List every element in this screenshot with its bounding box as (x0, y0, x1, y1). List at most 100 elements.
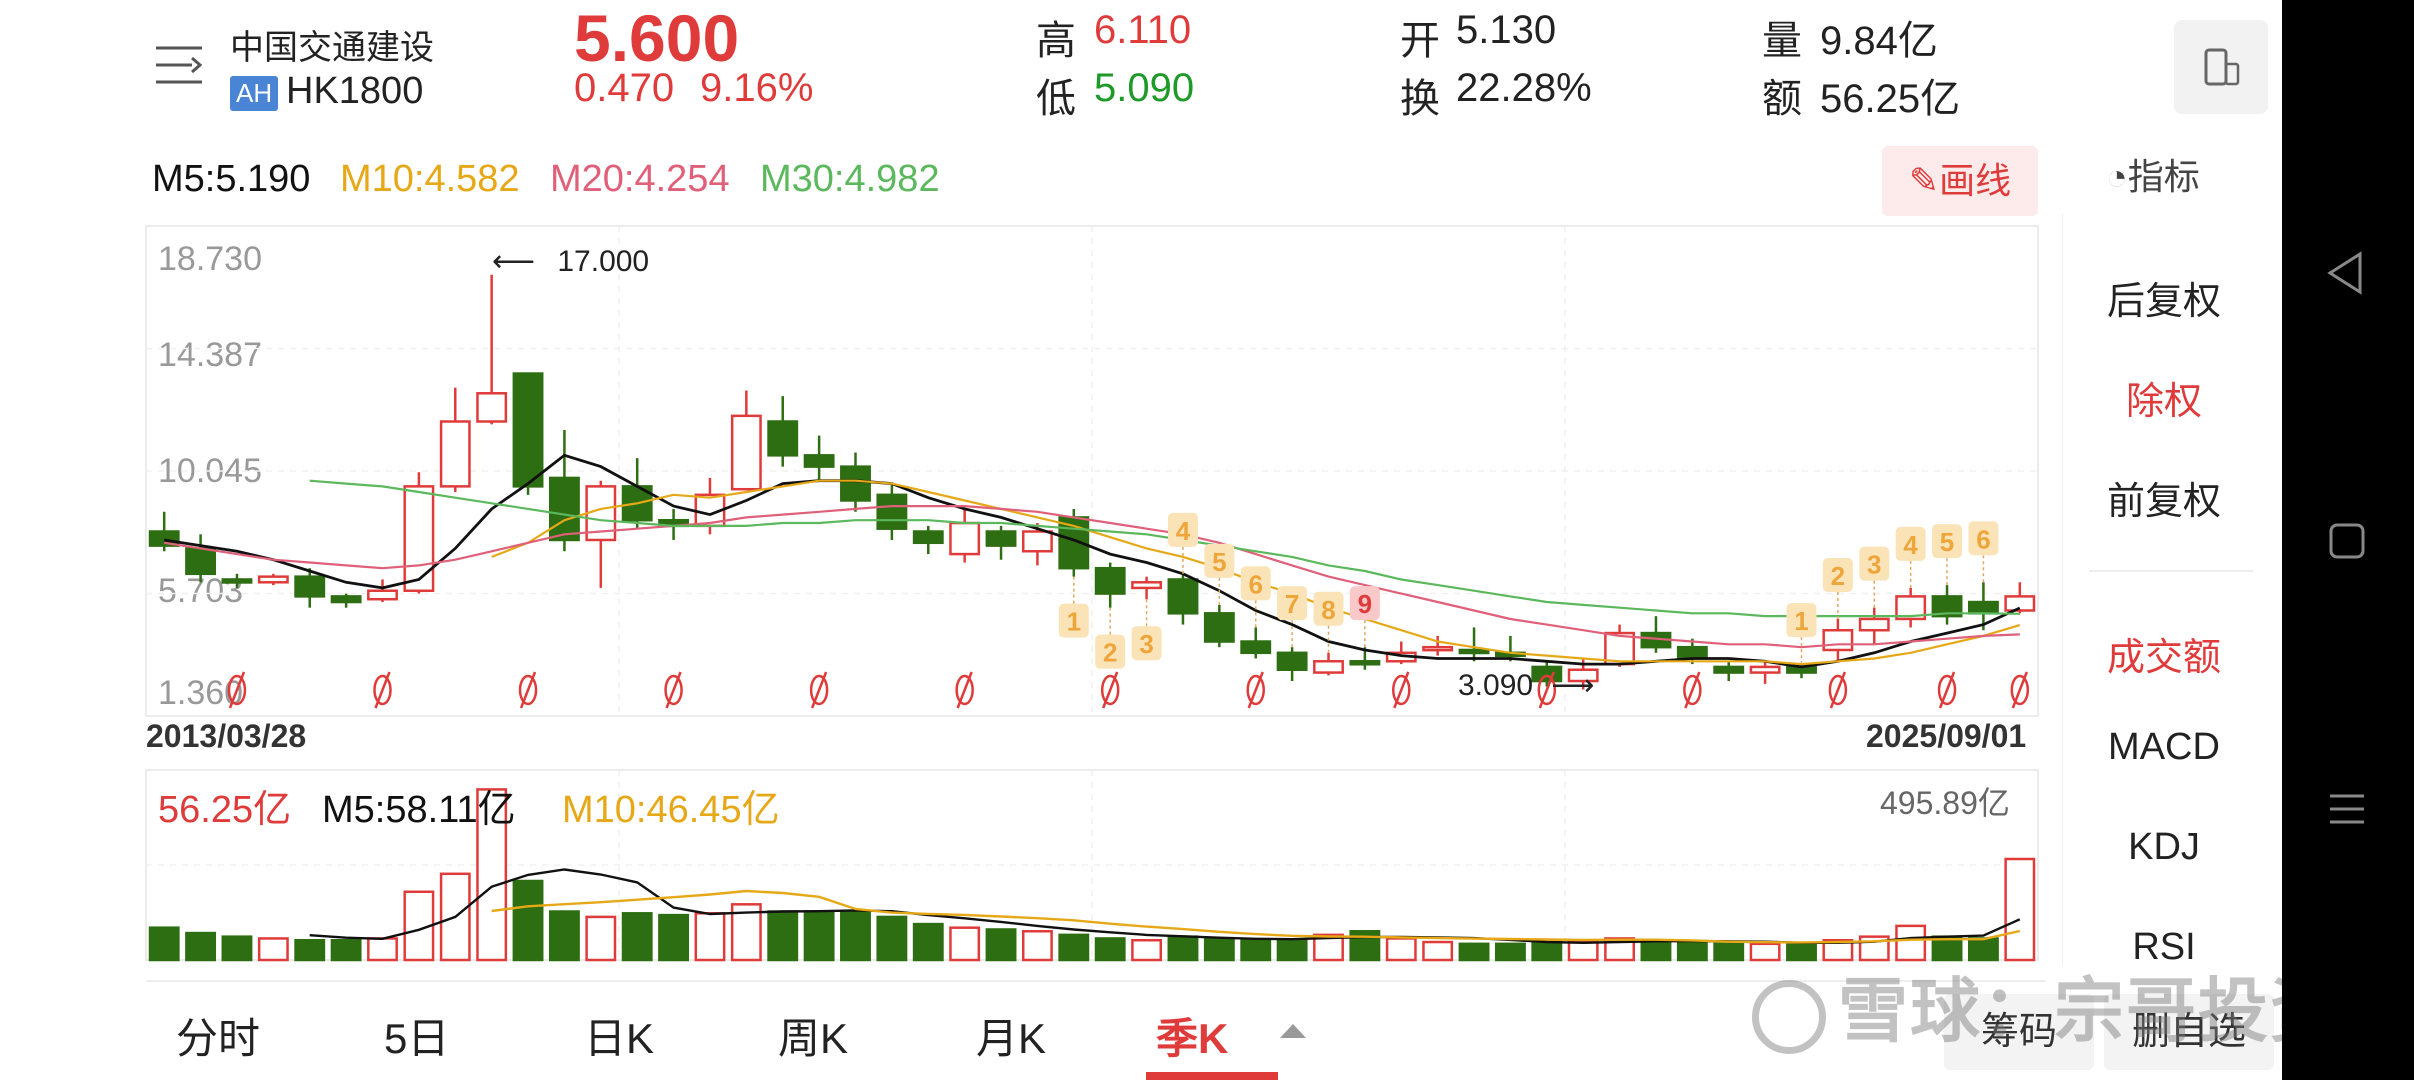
volume-bar-up (1422, 940, 1454, 962)
td-marker-badge (1932, 524, 1963, 559)
td-marker-label: 3 (1867, 550, 1881, 580)
tab-quarterly-k[interactable]: 季K (1156, 1015, 1229, 1062)
tab-5day[interactable]: 5日 (384, 1015, 450, 1062)
amount-value: 56.25亿 (1820, 77, 1961, 121)
td-marker-label: 6 (1976, 524, 1990, 554)
td-marker-badge (1131, 626, 1162, 661)
td-marker-badge (1058, 603, 1089, 638)
macd-button[interactable]: MACD (2108, 726, 2220, 768)
candle-up (1858, 617, 1890, 632)
ex-rights-mark (1683, 674, 1702, 706)
candle-down (1203, 612, 1235, 643)
volume-bar-down (548, 910, 580, 962)
tab-daily-k[interactable]: 日K (584, 1015, 655, 1062)
volume-bar-down (803, 910, 835, 962)
volume-bar-up (257, 937, 289, 962)
nav-home-icon[interactable] (2322, 516, 2372, 566)
ma20-label: M20:4.254 (550, 158, 730, 200)
indicator-button[interactable]: ◔指标 (2106, 148, 2200, 200)
pre-adjust-button[interactable]: 前复权 (2106, 481, 2221, 523)
td-marker-badge (1277, 586, 1308, 621)
ma10-label: M10:4.582 (340, 158, 520, 200)
end-date: 2025/09/01 (1866, 718, 2027, 754)
td-marker-label: 7 (1285, 589, 1299, 619)
remove-watchlist-button[interactable]: 删自选 (2104, 994, 2274, 1070)
ex-rights-button[interactable]: 除权 (2125, 381, 2202, 423)
turnover-amount-button[interactable]: 成交额 (2106, 637, 2221, 679)
candle-down (1458, 648, 1490, 655)
ex-rights-mark-slash (1102, 671, 1119, 709)
candle-down (294, 575, 326, 598)
volume-bar-down (185, 931, 217, 962)
system-nav-bar (2282, 0, 2414, 1080)
triangle-up-icon[interactable] (1280, 1024, 1306, 1038)
td-marker-label: 5 (1212, 547, 1226, 577)
volume-bar-up (1604, 937, 1636, 962)
td-marker-label: 1 (1794, 606, 1808, 636)
td-marker-label: 6 (1248, 569, 1262, 599)
volume-label: 量 (1762, 19, 1802, 63)
menu-icon[interactable] (152, 38, 206, 92)
ex-rights-mark (1246, 674, 1265, 706)
low-value: 5.090 (1094, 66, 1195, 110)
volume-bar-up (694, 912, 726, 962)
ex-rights-mark-slash (1247, 671, 1264, 709)
volume-bar-up (949, 926, 981, 962)
ah-badge: AH (230, 76, 279, 111)
post-adjust-button[interactable]: 后复权 (2106, 281, 2221, 323)
candle-down (1931, 595, 1963, 618)
candle-up (1422, 645, 1454, 652)
volume-bar-down (330, 938, 362, 962)
nav-menu-icon[interactable] (2322, 784, 2372, 834)
candle-up (1822, 628, 1854, 652)
td-marker-badge (1313, 591, 1344, 626)
open-value: 5.130 (1456, 8, 1557, 52)
volume-bar-down (621, 912, 653, 962)
ex-rights-mark-slash (1938, 671, 1956, 709)
nav-back-icon[interactable] (2322, 248, 2372, 298)
ex-rights-mark (518, 674, 538, 706)
ex-rights-mark (955, 674, 974, 706)
volume-bar-down (1203, 937, 1235, 962)
volume-bar-down (1531, 940, 1563, 962)
chips-button[interactable]: 筹码 (1944, 994, 2094, 1070)
volume-bar-down (221, 935, 253, 962)
volume-amount: 56.25亿 (158, 789, 292, 831)
tab-intraday[interactable]: 分时 (176, 1015, 261, 1062)
volume-bar-down (1640, 938, 1672, 962)
rsi-button[interactable]: RSI (2132, 926, 2196, 964)
candle-down (330, 595, 362, 604)
candle-down (1349, 660, 1381, 666)
price-axis-2: 14.387 (158, 336, 262, 374)
volume-bar-down (148, 926, 180, 962)
td-marker-label: 8 (1321, 595, 1335, 625)
right-panel: 后复权 除权 前复权 成交额 MACD KDJ RSI (2062, 214, 2263, 964)
ma-line-m20 (164, 505, 2020, 649)
high-annotation: ⟵ 17.000 (492, 244, 649, 279)
ex-rights-mark-slash (2011, 671, 2028, 709)
tab-weekly-k[interactable]: 周K (778, 1015, 849, 1062)
ex-rights-mark-slash (228, 671, 246, 709)
volume-bar-down (658, 913, 690, 962)
td-marker-badge (1786, 603, 1817, 638)
candle-up (730, 414, 762, 491)
high-label: 高 (1036, 19, 1076, 63)
price-change: 0.470 (574, 66, 675, 110)
draw-line-button[interactable]: ✎画线 (1882, 146, 2038, 216)
volume-bar-down (1676, 940, 1708, 962)
volume-bar-down (1058, 933, 1090, 962)
rotate-screen-button[interactable] (2174, 20, 2268, 114)
tab-monthly-k[interactable]: 月K (976, 1015, 1047, 1062)
volume-bar-up (585, 915, 617, 962)
arrow-right-icon: ⟶ (1551, 669, 1595, 702)
high-value: 6.110 (1094, 8, 1192, 52)
candle-down (1240, 640, 1272, 655)
td-marker-badge (1167, 512, 1198, 547)
stock-name: 中国交通建设 (230, 29, 434, 67)
ex-rights-mark-slash (810, 671, 828, 709)
kdj-button[interactable]: KDJ (2128, 826, 2200, 868)
turnover-value: 22.28% (1456, 66, 1592, 110)
td-marker-badge (1240, 566, 1271, 601)
current-price: 5.600 (574, 1, 740, 75)
